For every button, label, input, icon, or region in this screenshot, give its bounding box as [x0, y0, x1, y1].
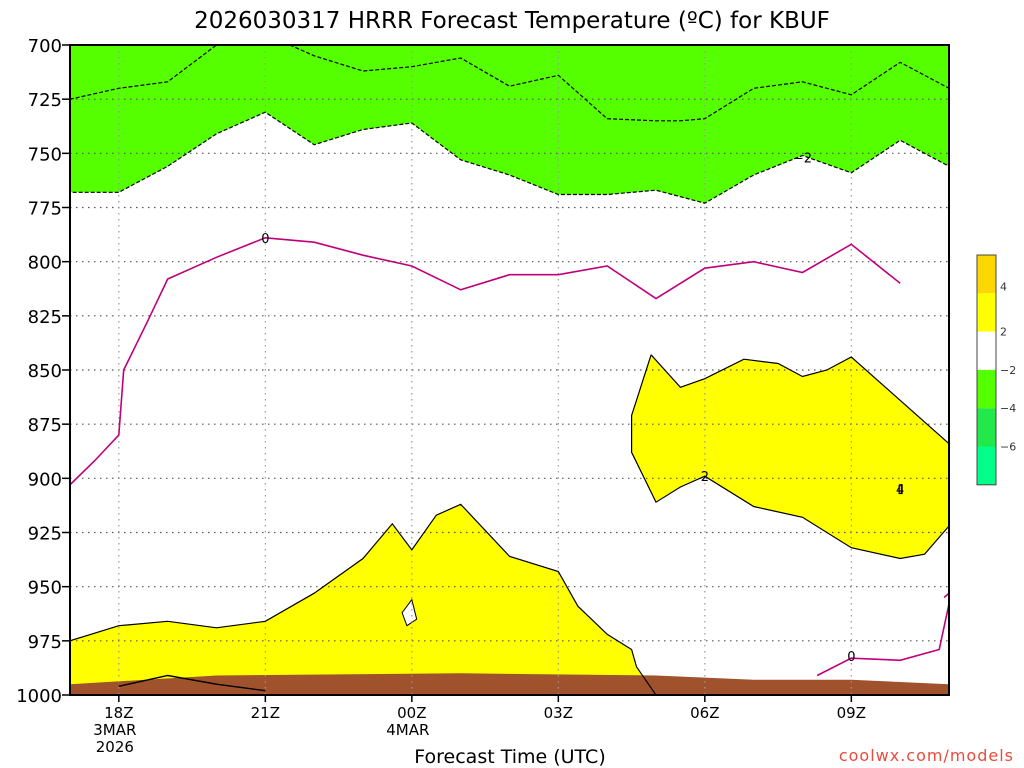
contour-line-minus4: [70, 45, 949, 122]
colorbar-frame: [976, 254, 997, 486]
small-contour-area: [401, 598, 418, 627]
colorbar-tick-label: 2: [1000, 326, 1007, 339]
contour-fill-4: [899, 484, 903, 494]
x-tick-label: 18Z: [104, 704, 133, 722]
x-tick-label: 06Z: [690, 704, 719, 722]
colorbar: 4 2 −2 −4 −6: [976, 254, 1016, 486]
y-tick-label: 775: [28, 199, 62, 220]
contour-fill-2: [631, 354, 949, 559]
contour-fill-2: [70, 504, 656, 695]
y-tick-label: 875: [28, 415, 62, 436]
colorbar-band: [977, 369, 996, 409]
y-tick-label: 975: [28, 632, 62, 653]
contour-line-4: [898, 484, 903, 495]
colorbar-band: [977, 446, 996, 485]
contour-label: 4: [896, 483, 904, 498]
y-tick-label: 900: [28, 469, 62, 490]
contour-line-2: [70, 503, 657, 695]
contour-line-0: [816, 592, 949, 677]
x-tick-label: 00Z: [397, 704, 426, 722]
surface-terrain: [70, 673, 949, 695]
y-tick-label: 825: [28, 307, 62, 328]
y-tick-label: 925: [28, 524, 62, 545]
contour-line-minus2: [70, 45, 949, 204]
colorbar-band: [977, 255, 996, 294]
x-tick-label: 3MAR: [93, 721, 136, 739]
colorbar-tick-label: −6: [1000, 441, 1016, 454]
contour-line-2: [630, 354, 949, 560]
contour-fill-minus2: [70, 45, 949, 204]
small-contour-line: [118, 674, 266, 692]
x-tick-label: 21Z: [251, 704, 280, 722]
contour-line-0: [70, 236, 901, 486]
x-axis-label: Forecast Time (UTC): [414, 746, 605, 768]
y-tick-label: 800: [28, 253, 62, 274]
y-tick-label: 725: [28, 90, 62, 111]
x-tick-label: 4MAR: [386, 721, 429, 739]
y-tick-label: 700: [28, 36, 62, 57]
chart-title: 2026030317 HRRR Forecast Temperature (ºC…: [194, 8, 830, 34]
contour-label: −2: [793, 152, 812, 167]
colorbar-band: [977, 293, 996, 332]
colorbar-band: [977, 408, 996, 447]
y-tick-label: 950: [28, 578, 62, 599]
site-credit: coolwx.com/models: [839, 746, 1014, 765]
y-tick-label: 1000: [16, 686, 62, 707]
x-tick-label: 2026: [96, 738, 134, 756]
colorbar-tick-label: −4: [1000, 402, 1016, 415]
colorbar-tick-label: 4: [1000, 280, 1007, 293]
x-tick-label: 03Z: [544, 704, 573, 722]
contour-label: 0: [847, 650, 855, 665]
contour-label: 2: [701, 470, 709, 485]
colorbar-band: [977, 331, 996, 370]
x-tick-label: 09Z: [837, 704, 866, 722]
contour-label: 0: [261, 232, 269, 247]
y-tick-label: 850: [28, 361, 62, 382]
y-tick-label: 750: [28, 144, 62, 165]
colorbar-tick-label: −2: [1000, 364, 1016, 377]
